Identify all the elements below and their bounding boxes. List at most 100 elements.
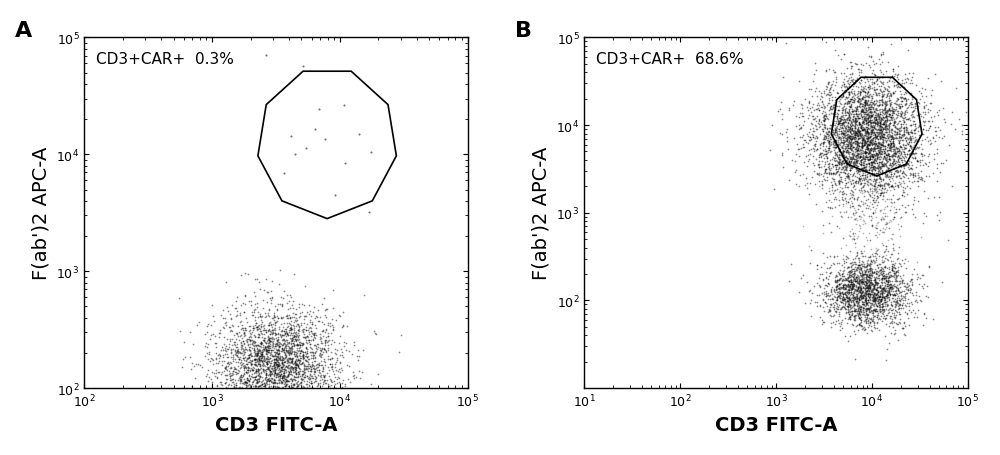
Point <box>846 270 862 278</box>
Point <box>824 126 840 133</box>
Point <box>862 155 878 162</box>
Point <box>894 153 910 161</box>
Point <box>869 283 885 291</box>
Point <box>829 131 845 138</box>
Point <box>271 405 287 412</box>
Point <box>852 319 868 327</box>
Point <box>306 352 322 359</box>
Point <box>828 152 844 159</box>
Point <box>285 369 301 376</box>
Point <box>885 263 901 271</box>
Point <box>215 403 231 410</box>
Point <box>283 344 299 352</box>
Point <box>890 137 906 144</box>
Point <box>311 367 327 374</box>
Point <box>329 417 345 424</box>
Point <box>826 293 842 300</box>
Point <box>852 153 868 160</box>
Point <box>848 130 864 137</box>
Point <box>278 422 294 430</box>
Point <box>268 390 284 398</box>
Point <box>827 127 843 134</box>
Point <box>268 361 284 369</box>
Point <box>888 284 904 291</box>
Point <box>847 295 863 302</box>
Point <box>249 362 265 369</box>
Point <box>252 356 268 364</box>
Point <box>884 117 900 124</box>
Point <box>877 86 893 93</box>
Point <box>838 148 854 156</box>
Point <box>272 371 288 379</box>
Point <box>877 114 893 121</box>
Point <box>856 106 872 113</box>
Point <box>259 360 275 368</box>
Point <box>862 76 878 83</box>
Point <box>289 401 305 408</box>
Point <box>840 120 856 127</box>
Point <box>901 322 917 329</box>
Point <box>298 327 314 334</box>
Point <box>260 399 276 406</box>
Point <box>336 102 352 110</box>
Point <box>877 156 893 163</box>
Point <box>837 286 853 293</box>
Point <box>890 96 906 104</box>
Point <box>858 74 874 81</box>
Point <box>871 154 887 161</box>
Point <box>324 379 340 386</box>
Point <box>860 289 876 297</box>
Point <box>811 155 827 162</box>
Point <box>838 309 854 316</box>
Point <box>305 337 321 344</box>
Point <box>856 271 872 278</box>
Point <box>308 325 324 332</box>
Point <box>880 141 896 148</box>
Point <box>271 373 287 380</box>
Point <box>242 390 258 397</box>
Point <box>898 138 914 146</box>
Point <box>851 130 867 137</box>
Point <box>854 108 870 116</box>
Point <box>857 164 873 171</box>
Point <box>837 100 853 107</box>
Point <box>329 347 345 354</box>
Point <box>887 288 903 295</box>
Point <box>186 408 202 415</box>
Point <box>818 151 834 158</box>
Point <box>832 159 848 166</box>
Point <box>859 262 875 269</box>
Point <box>840 155 856 162</box>
Point <box>880 108 896 116</box>
Point <box>861 283 877 290</box>
Point <box>268 319 284 326</box>
Point <box>307 368 323 375</box>
Point <box>278 384 294 392</box>
Point <box>286 332 302 339</box>
Point <box>885 291 901 298</box>
Point <box>306 409 322 416</box>
Point <box>856 88 872 95</box>
Point <box>215 347 231 354</box>
Point <box>302 340 318 348</box>
Point <box>286 332 302 339</box>
Point <box>848 138 864 145</box>
Point <box>860 110 876 117</box>
Point <box>233 345 249 353</box>
Point <box>864 308 880 315</box>
Point <box>843 305 859 313</box>
Point <box>263 374 279 382</box>
Point <box>305 348 321 355</box>
Point <box>236 406 252 413</box>
Point <box>887 146 903 153</box>
Point <box>308 342 324 349</box>
Point <box>287 352 303 359</box>
Point <box>229 398 245 405</box>
Point <box>269 338 285 345</box>
Point <box>851 266 867 273</box>
Point <box>275 347 291 354</box>
Point <box>868 305 884 313</box>
Point <box>242 376 258 383</box>
Point <box>882 162 898 170</box>
Point <box>215 410 231 418</box>
